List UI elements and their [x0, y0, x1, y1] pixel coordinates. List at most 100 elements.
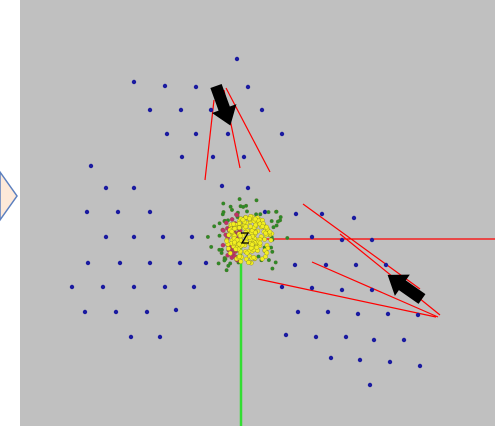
agent-dot — [177, 260, 183, 266]
swarm-green-dot — [212, 224, 217, 229]
ray — [311, 261, 439, 318]
swarm-yellow-dot — [257, 240, 263, 246]
agent-dot — [193, 84, 199, 90]
agent-dot — [179, 154, 185, 160]
agent-dot — [147, 260, 153, 266]
agent-dot — [144, 309, 150, 315]
agent-dot — [357, 357, 363, 363]
swarm-yellow-dot — [253, 222, 258, 228]
agent-dot — [164, 131, 170, 137]
swarm-yellow-dot — [243, 256, 249, 262]
swarm-yellow-dot — [259, 256, 265, 262]
swarm-yellow-dot — [260, 223, 265, 229]
swarm-yellow-dot — [226, 246, 231, 251]
swarm-yellow-dot — [226, 232, 232, 238]
agent-dot — [241, 154, 247, 160]
swarm-green-dot — [254, 198, 259, 203]
agent-dot — [131, 234, 137, 240]
swarm-green-dot — [216, 261, 221, 266]
swarm-yellow-dot — [249, 242, 255, 247]
agent-dot — [117, 260, 123, 266]
swarm-green-dot — [219, 247, 224, 252]
swarm-green-dot — [205, 234, 210, 239]
agent-dot — [279, 131, 285, 137]
agent-dot — [69, 284, 75, 290]
agent-dot — [225, 131, 231, 137]
swarm-green-dot — [222, 258, 227, 263]
swarm-yellow-dot — [268, 237, 274, 243]
previous-arrow-icon[interactable] — [0, 170, 18, 222]
swarm-green-dot — [258, 212, 263, 217]
swarm-yellow-dot — [251, 255, 257, 260]
agent-dot — [295, 309, 301, 315]
agent-dot — [339, 237, 345, 243]
agent-dot — [367, 382, 373, 388]
agent-dot — [131, 284, 137, 290]
swarm-green-dot — [217, 233, 222, 238]
agent-dot — [313, 334, 319, 340]
swarm-green-dot — [230, 207, 234, 212]
agent-dot — [339, 287, 345, 293]
agent-dot — [115, 209, 121, 215]
swarm-green-dot — [270, 249, 275, 254]
agent-dot — [113, 309, 119, 315]
agent-dots — [69, 56, 423, 388]
agent-dot — [319, 211, 325, 217]
swarm-green-dot — [275, 219, 280, 224]
swarm-red-dot — [224, 220, 229, 226]
agent-dot — [283, 332, 289, 338]
agent-dot — [353, 262, 359, 268]
agent-dot — [401, 337, 407, 343]
swarm-yellow-dot — [254, 245, 260, 250]
agent-dot — [173, 307, 179, 313]
swarm-green-dot — [278, 215, 283, 220]
agent-dot — [82, 309, 88, 315]
agent-dot — [383, 262, 389, 268]
agent-dot — [325, 309, 331, 315]
agent-dot — [208, 107, 214, 113]
agent-dot — [385, 311, 391, 317]
swarm-green-dot — [270, 266, 275, 271]
swarm-yellow-dot — [263, 230, 269, 236]
swarm-red-dot — [229, 217, 235, 222]
agent-dot — [103, 234, 109, 240]
agent-dot — [103, 185, 109, 191]
swarm-green-dot — [219, 251, 224, 255]
swarm-yellow-dot — [243, 224, 249, 230]
ray — [225, 87, 271, 173]
agent-dot — [191, 284, 197, 290]
agent-dot — [131, 185, 137, 191]
agent-dot — [259, 107, 265, 113]
agent-dot — [355, 311, 361, 317]
swarm-green-dot — [209, 244, 214, 249]
agent-dot — [279, 284, 285, 290]
agent-dot — [147, 107, 153, 113]
agent-dot — [309, 234, 315, 240]
agent-dot — [369, 287, 375, 293]
swarm-green-dot — [256, 254, 261, 259]
agent-dot — [88, 163, 94, 169]
swarm-green-dot — [221, 201, 226, 206]
swarm-cluster — [205, 197, 290, 273]
agent-dot — [293, 211, 299, 217]
swarm-green-dot — [274, 209, 279, 214]
agent-dot — [219, 183, 225, 189]
swarm-yellow-dot — [240, 217, 246, 223]
swarm-green-dot — [269, 219, 274, 224]
swarm-green-dot — [228, 204, 233, 209]
swarm-red-dot — [221, 228, 226, 233]
agent-dot — [85, 260, 91, 266]
agent-dot — [323, 262, 329, 268]
swarm-green-dot — [217, 221, 222, 226]
agent-dot — [162, 83, 168, 89]
agent-dot — [157, 334, 163, 340]
ray — [339, 233, 441, 316]
swarm-yellow-dot — [267, 229, 273, 235]
swarm-green-dot — [273, 260, 278, 265]
agent-dot — [309, 285, 315, 291]
agent-dot — [245, 185, 251, 191]
swarm-green-dot — [241, 204, 246, 209]
agent-dot — [387, 359, 393, 365]
agent-dot — [245, 84, 251, 90]
